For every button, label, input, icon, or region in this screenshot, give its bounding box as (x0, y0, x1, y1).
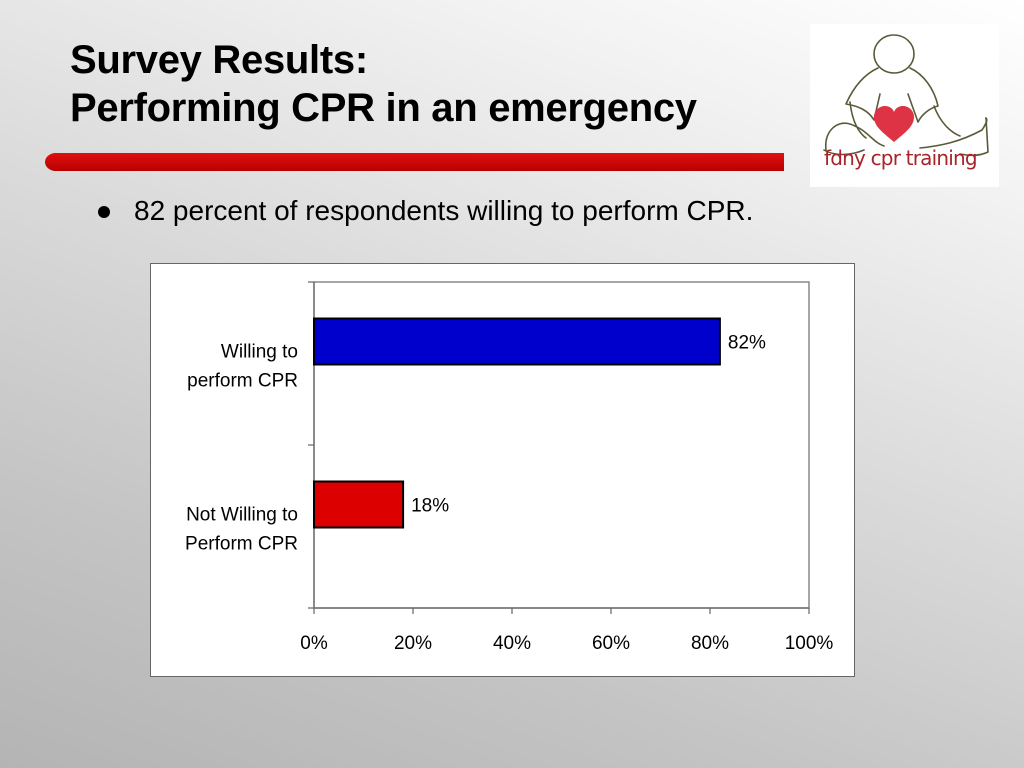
cpr-figure-icon (823, 34, 989, 157)
data-label: 82% (728, 333, 766, 354)
slide-title: Survey Results: Performing CPR in an eme… (70, 36, 697, 132)
slide-title-line1: Survey Results: (70, 38, 368, 82)
x-tick-label: 20% (394, 633, 432, 654)
slide-title-line2: Performing CPR in an emergency (70, 86, 697, 130)
category-label: Willing to perform CPR (187, 342, 298, 392)
logo-text: fdny cpr training (824, 146, 978, 170)
title-underline-bar (45, 153, 784, 171)
bullet-text: 82 percent of respondents willing to per… (134, 195, 754, 226)
x-tick-label: 0% (300, 633, 328, 654)
bar (313, 480, 405, 529)
data-label: 18% (411, 496, 449, 517)
bar-chart-svg: 0% 20% 40% 60% 80% 100% Willing to perform CPR… (185, 281, 834, 654)
x-tick-label: 40% (493, 633, 531, 654)
x-tick-label: 100% (785, 633, 834, 654)
x-tick-label: 80% (691, 633, 729, 654)
bar-chart: 0% 20% 40% 60% 80% 100% Willing to perform CPR… (150, 263, 855, 677)
bullet-dot (98, 206, 110, 218)
fdny-cpr-logo: fdny cpr training (810, 24, 999, 187)
x-tick-label: 60% (592, 633, 630, 654)
bullet-item: 82 percent of respondents willing to per… (98, 195, 753, 227)
heart-icon (874, 106, 914, 142)
category-label: Not Willing to Perform CPR (185, 505, 298, 555)
bar (313, 317, 721, 366)
